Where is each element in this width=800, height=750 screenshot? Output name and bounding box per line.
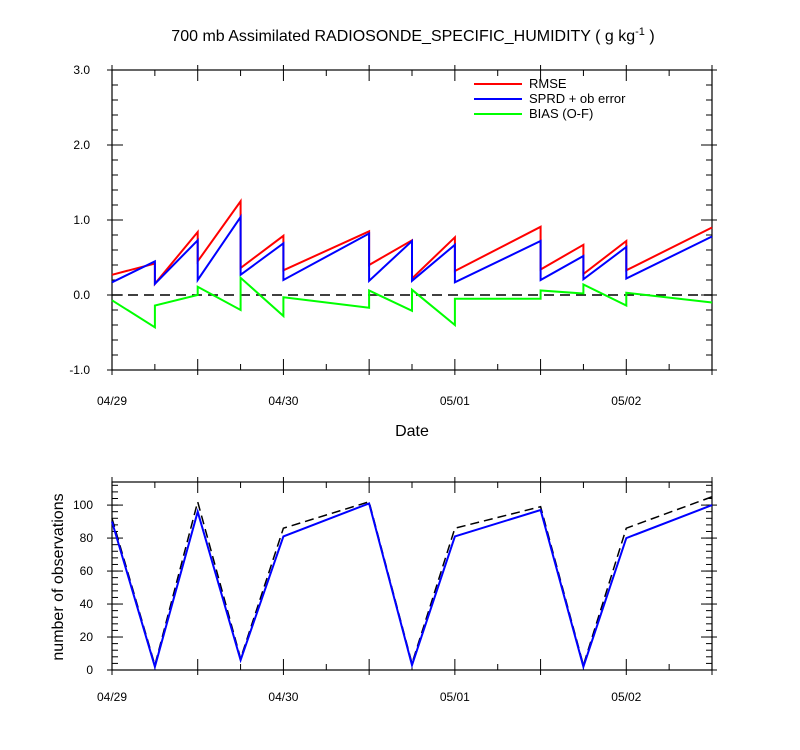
bottom-panel: 04/29 04/30 05/01 05/02 0 20 40 60 80 100 <box>73 477 717 704</box>
bottom-y-tick-label: 80 <box>80 531 94 545</box>
top-panel: 04/29 04/30 05/01 05/02 -1.0 0.0 1.0 2.0 3.0 <box>69 63 717 408</box>
top-x-tick-label: 04/30 <box>268 394 298 408</box>
bottom-x-tick-label: 04/29 <box>97 690 127 704</box>
bottom-x-tick-label: 04/30 <box>268 690 298 704</box>
bottom-y-tick-label: 40 <box>80 597 94 611</box>
bottom-y-tick-label: 0 <box>86 663 93 677</box>
top-series-line-3 <box>111 275 713 330</box>
legend-label: RMSE <box>529 76 567 91</box>
top-x-tick-label: 04/29 <box>97 394 127 408</box>
bottom-plot-frame <box>111 481 713 671</box>
top-y-tick-label: 3.0 <box>73 63 90 77</box>
top-y-tick-label: 1.0 <box>73 213 90 227</box>
bottom-y-tick-label: 60 <box>80 564 94 578</box>
legend-label: SPRD + ob error <box>529 91 626 106</box>
top-y-tick-label: 2.0 <box>73 138 90 152</box>
bottom-series-line-1 <box>111 502 713 671</box>
chart-title: 700 mb Assimilated RADIOSONDE_SPECIFIC_H… <box>171 26 654 45</box>
top-x-axis-label: Date <box>395 423 429 440</box>
top-x-tick-label: 05/01 <box>440 394 470 408</box>
bottom-y-tick-label: 20 <box>80 630 94 644</box>
bottom-x-tick-label: 05/01 <box>440 690 470 704</box>
top-y-tick-label: -1.0 <box>69 363 90 377</box>
top-plot-frame <box>111 69 713 371</box>
bottom-x-tick-label: 05/02 <box>611 690 641 704</box>
title-superscript: -1 <box>635 26 645 38</box>
bottom-y-axis-label: number of observations <box>50 493 67 660</box>
legend-label: BIAS (O-F) <box>529 106 593 121</box>
top-series-line-2 <box>111 213 713 287</box>
top-y-tick-label: 0.0 <box>73 288 90 302</box>
top-x-tick-label: 05/02 <box>611 394 641 408</box>
bottom-y-tick-label: 100 <box>73 498 93 512</box>
bottom-series-line-2 <box>111 496 713 668</box>
